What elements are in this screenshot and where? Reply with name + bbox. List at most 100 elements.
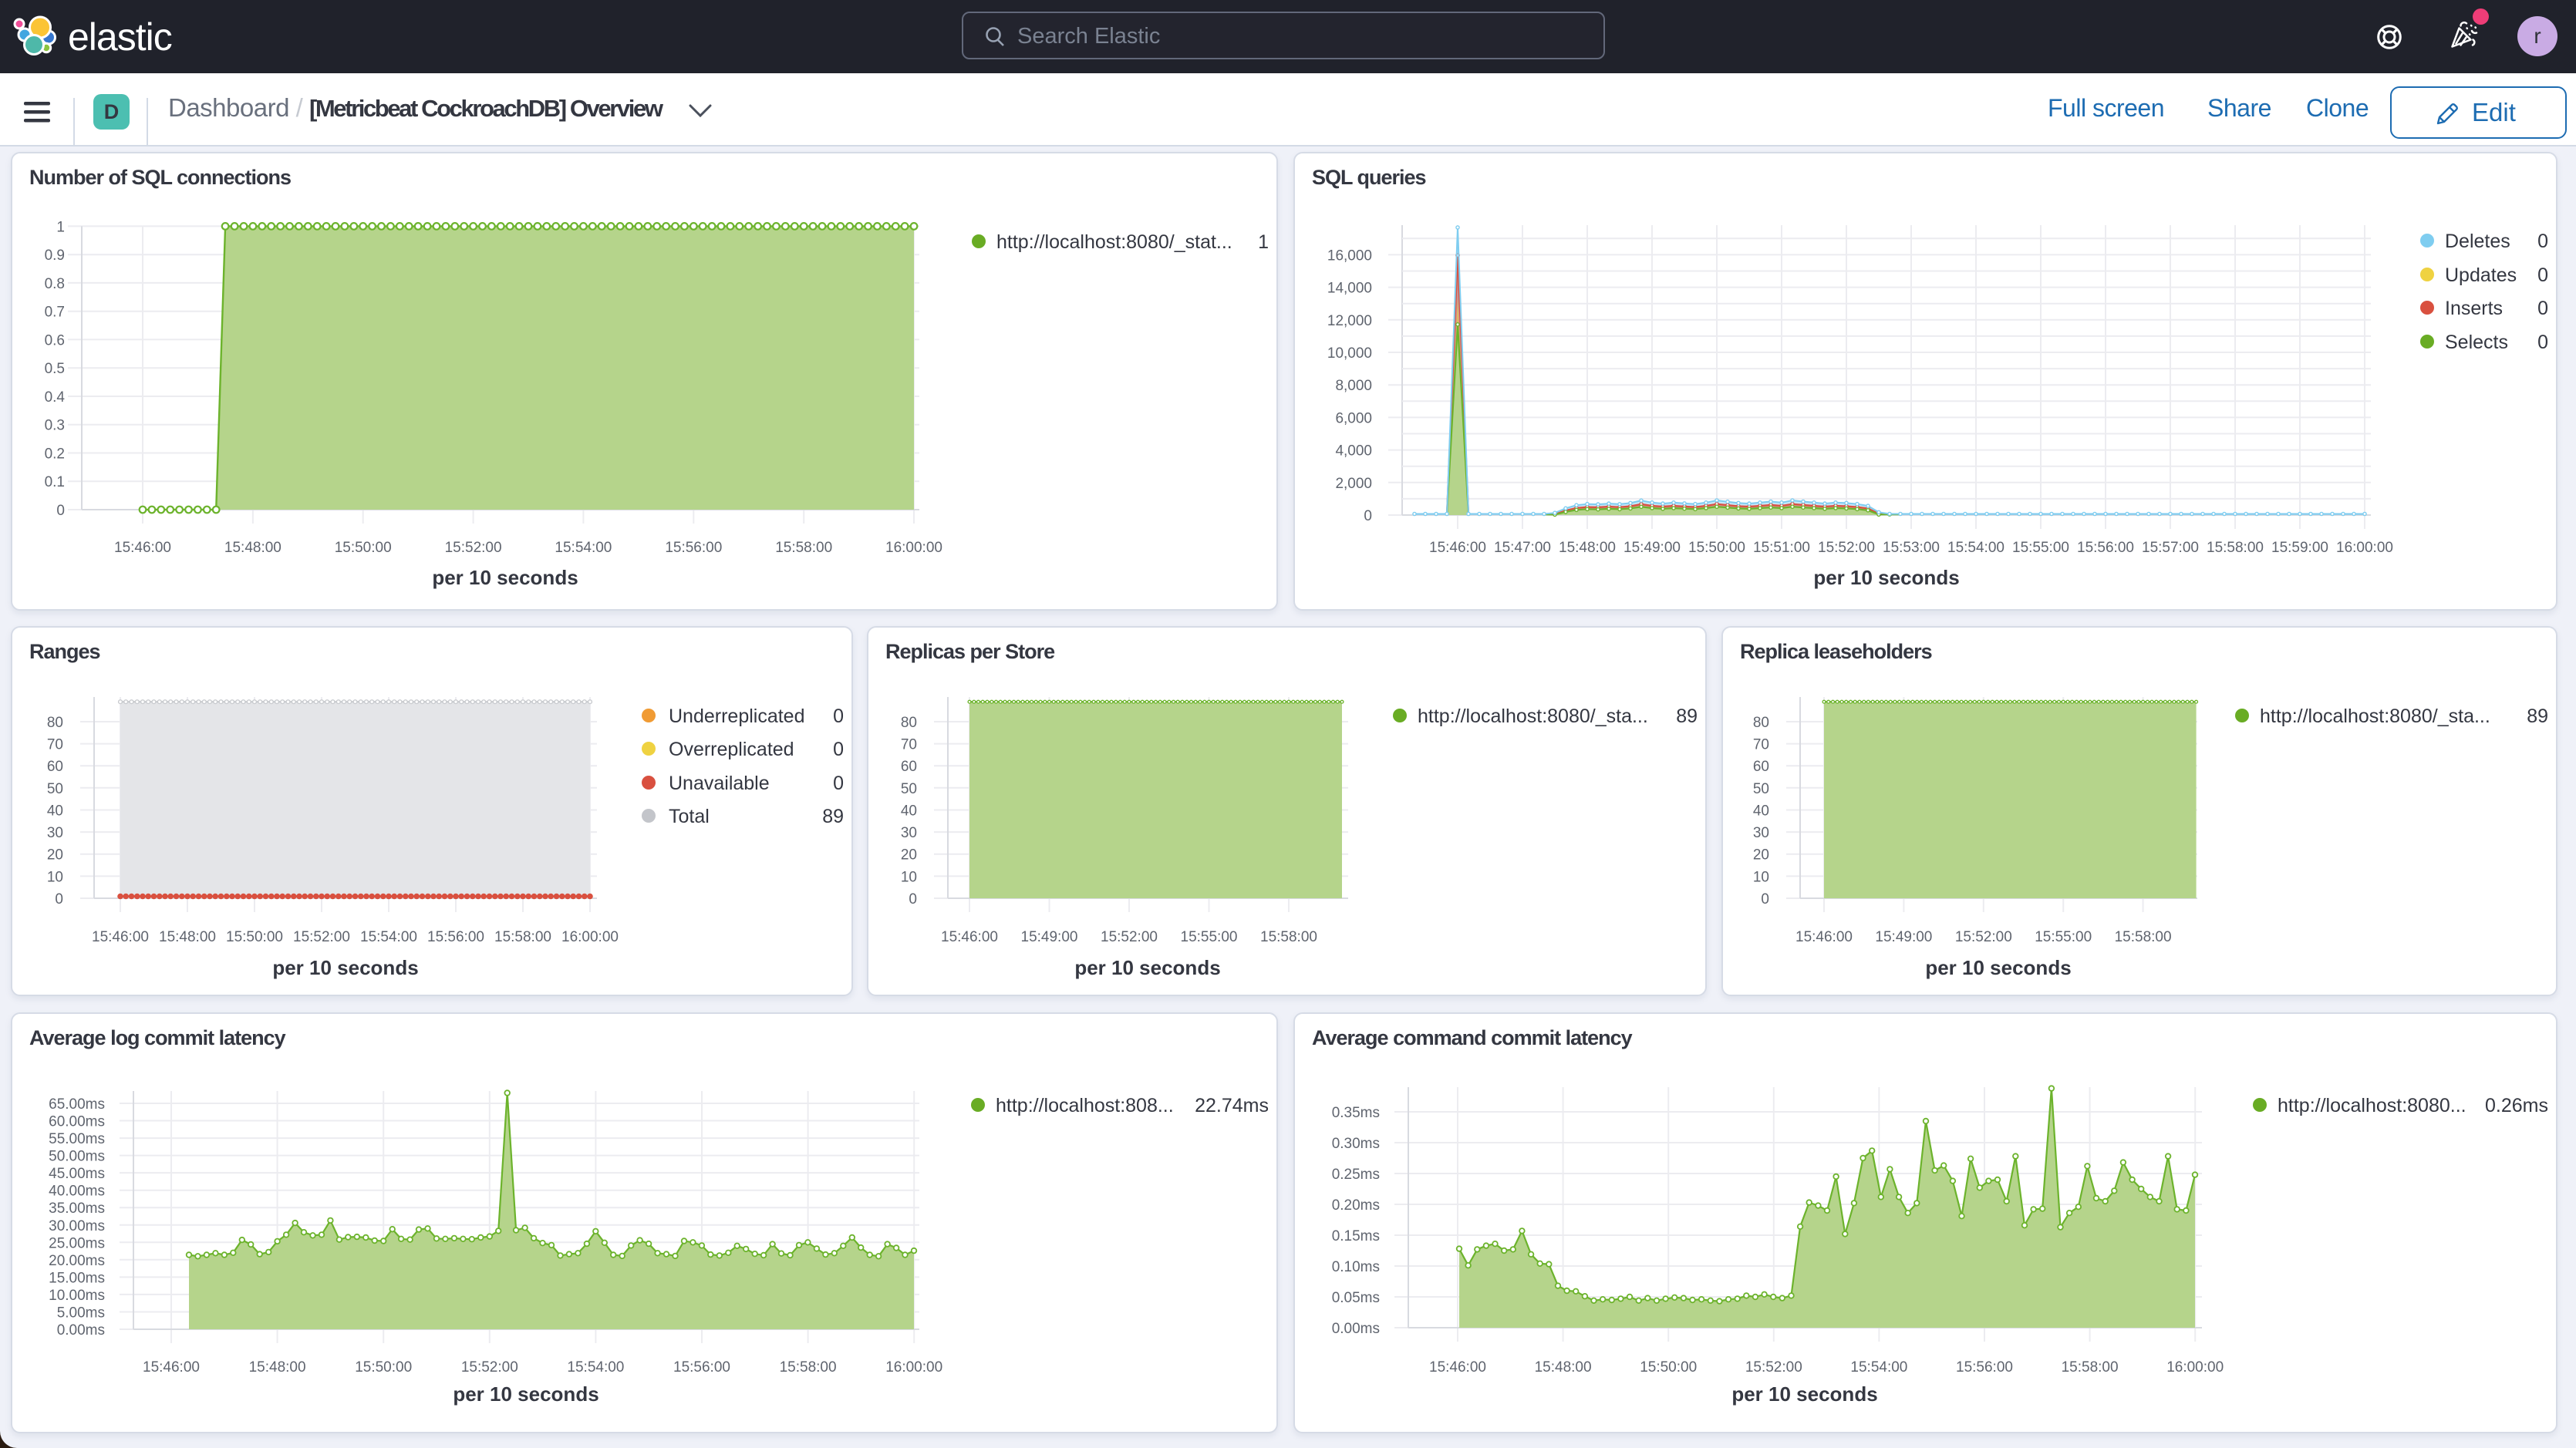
- svg-text:15:48:00: 15:48:00: [1559, 540, 1616, 556]
- svg-text:0: 0: [56, 503, 65, 519]
- svg-text:60: 60: [47, 759, 63, 775]
- svg-text:15:58:00: 15:58:00: [2207, 540, 2264, 556]
- svg-text:80: 80: [1753, 715, 1769, 731]
- svg-text:6,000: 6,000: [1335, 410, 1372, 426]
- svg-text:Selects: Selects: [2445, 332, 2508, 353]
- svg-text:15:49:00: 15:49:00: [1021, 929, 1078, 945]
- svg-text:15:54:00: 15:54:00: [1947, 540, 2004, 556]
- svg-text:70: 70: [901, 737, 917, 753]
- svg-text:15:48:00: 15:48:00: [1535, 1359, 1592, 1376]
- svg-text:15:50:00: 15:50:00: [1640, 1359, 1697, 1376]
- svg-text:15:51:00: 15:51:00: [1753, 540, 1810, 556]
- svg-text:4,000: 4,000: [1335, 443, 1372, 460]
- svg-text:Deletes: Deletes: [2445, 231, 2510, 252]
- svg-text:5.00ms: 5.00ms: [57, 1305, 105, 1322]
- svg-text:0.8: 0.8: [45, 276, 65, 292]
- svg-text:10,000: 10,000: [1327, 345, 1372, 362]
- svg-text:Replica leaseholders: Replica leaseholders: [1740, 640, 1932, 663]
- svg-text:89: 89: [822, 806, 844, 827]
- svg-text:0: 0: [55, 891, 63, 908]
- svg-text:15:50:00: 15:50:00: [1688, 540, 1745, 556]
- svg-text:0.26ms: 0.26ms: [2485, 1095, 2548, 1116]
- svg-text:80: 80: [47, 715, 63, 731]
- svg-text:0.15ms: 0.15ms: [1332, 1228, 1380, 1244]
- svg-text:0.1: 0.1: [45, 474, 65, 490]
- svg-text:16:00:00: 16:00:00: [2336, 540, 2393, 556]
- svg-text:Replicas per Store: Replicas per Store: [885, 640, 1055, 663]
- svg-text:Unavailable: Unavailable: [669, 773, 770, 794]
- svg-text:0.35ms: 0.35ms: [1332, 1105, 1380, 1121]
- svg-text:0.2: 0.2: [45, 446, 65, 463]
- svg-text:16:00:00: 16:00:00: [2166, 1359, 2224, 1376]
- svg-text:20: 20: [47, 847, 63, 864]
- svg-text:12,000: 12,000: [1327, 313, 1372, 329]
- svg-text:15:58:00: 15:58:00: [2115, 929, 2172, 945]
- svg-text:16:00:00: 16:00:00: [561, 929, 619, 945]
- svg-text:SQL queries: SQL queries: [1312, 166, 1426, 189]
- svg-text:0.5: 0.5: [45, 361, 65, 377]
- svg-text:15:57:00: 15:57:00: [2142, 540, 2199, 556]
- svg-text:per 10 seconds: per 10 seconds: [1925, 956, 2071, 979]
- svg-text:14,000: 14,000: [1327, 281, 1372, 297]
- svg-text:40: 40: [47, 803, 63, 820]
- svg-text:15:46:00: 15:46:00: [941, 929, 998, 945]
- svg-text:1: 1: [1258, 231, 1269, 253]
- svg-text:Average command commit latency: Average command commit latency: [1312, 1026, 1633, 1049]
- svg-text:0.00ms: 0.00ms: [1332, 1321, 1380, 1337]
- svg-text:15:50:00: 15:50:00: [226, 929, 283, 945]
- svg-text:15:56:00: 15:56:00: [427, 929, 484, 945]
- svg-text:Overreplicated: Overreplicated: [669, 739, 794, 760]
- svg-text:http://localhost:8080...: http://localhost:8080...: [2278, 1095, 2466, 1116]
- svg-text:15:53:00: 15:53:00: [1883, 540, 1940, 556]
- svg-text:15:59:00: 15:59:00: [2271, 540, 2328, 556]
- svg-text:10: 10: [47, 869, 63, 885]
- svg-text:15:48:00: 15:48:00: [249, 1359, 306, 1376]
- svg-text:10: 10: [901, 869, 917, 885]
- svg-text:0: 0: [833, 773, 844, 794]
- svg-text:15:58:00: 15:58:00: [494, 929, 551, 945]
- svg-text:0.25ms: 0.25ms: [1332, 1167, 1380, 1183]
- svg-text:Average log commit latency: Average log commit latency: [29, 1026, 286, 1049]
- svg-text:0: 0: [2537, 264, 2548, 286]
- svg-text:0: 0: [1761, 891, 1769, 908]
- svg-text:22.74ms: 22.74ms: [1195, 1095, 1269, 1116]
- svg-text:2,000: 2,000: [1335, 476, 1372, 492]
- svg-text:15:52:00: 15:52:00: [1818, 540, 1875, 556]
- svg-text:0.30ms: 0.30ms: [1332, 1136, 1380, 1152]
- svg-text:70: 70: [47, 737, 63, 753]
- svg-text:15:50:00: 15:50:00: [355, 1359, 412, 1376]
- svg-text:45.00ms: 45.00ms: [49, 1166, 105, 1182]
- svg-text:0.9: 0.9: [45, 248, 65, 264]
- svg-text:0: 0: [1364, 508, 1372, 524]
- svg-text:0: 0: [2537, 332, 2548, 353]
- svg-text:60: 60: [901, 759, 917, 775]
- svg-text:30: 30: [47, 825, 63, 841]
- svg-text:0.05ms: 0.05ms: [1332, 1290, 1380, 1306]
- svg-text:0.00ms: 0.00ms: [57, 1322, 105, 1339]
- svg-text:20: 20: [901, 847, 917, 864]
- svg-text:15:46:00: 15:46:00: [1429, 540, 1486, 556]
- svg-text:15:52:00: 15:52:00: [445, 540, 502, 556]
- svg-text:Total: Total: [669, 806, 710, 827]
- svg-text:15:56:00: 15:56:00: [1956, 1359, 2013, 1376]
- svg-text:Ranges: Ranges: [29, 640, 100, 663]
- svg-text:50.00ms: 50.00ms: [49, 1149, 105, 1165]
- svg-text:0.10ms: 0.10ms: [1332, 1259, 1380, 1275]
- svg-text:15:54:00: 15:54:00: [555, 540, 612, 556]
- svg-text:89: 89: [2527, 705, 2548, 727]
- svg-text:15:49:00: 15:49:00: [1875, 929, 1932, 945]
- svg-text:15:56:00: 15:56:00: [673, 1359, 730, 1376]
- svg-text:65.00ms: 65.00ms: [49, 1096, 105, 1113]
- svg-text:10: 10: [1753, 869, 1769, 885]
- svg-text:15:46:00: 15:46:00: [114, 540, 171, 556]
- svg-text:15:46:00: 15:46:00: [1795, 929, 1853, 945]
- svg-text:15:58:00: 15:58:00: [1260, 929, 1317, 945]
- svg-text:15:46:00: 15:46:00: [143, 1359, 200, 1376]
- svg-text:20.00ms: 20.00ms: [49, 1253, 105, 1269]
- svg-text:60.00ms: 60.00ms: [49, 1114, 105, 1130]
- svg-text:http://localhost:8080/_sta...: http://localhost:8080/_sta...: [1418, 705, 1648, 727]
- svg-text:15:47:00: 15:47:00: [1494, 540, 1551, 556]
- svg-text:per 10 seconds: per 10 seconds: [1813, 566, 1959, 589]
- svg-text:15:49:00: 15:49:00: [1623, 540, 1681, 556]
- svg-text:Number of SQL connections: Number of SQL connections: [29, 166, 291, 189]
